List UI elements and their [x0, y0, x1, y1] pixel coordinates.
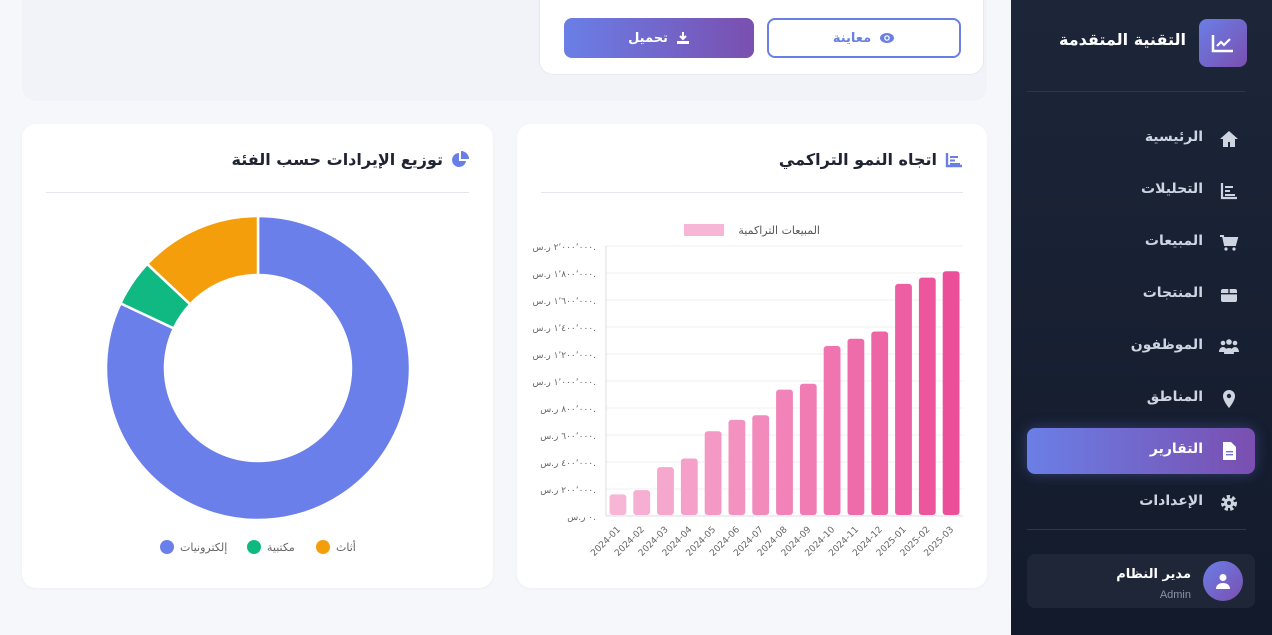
- bar[interactable]: [847, 338, 865, 515]
- sidebar-item-label: المبيعات: [1144, 233, 1203, 249]
- report-actions-card: معاينة تحميل: [539, 0, 984, 75]
- y-tick-label: ١٬٤٠٠٬٠٠٠ ر.س.: [533, 324, 597, 334]
- divider: [46, 192, 469, 193]
- sidebar-item-label: الإعدادات: [1139, 493, 1203, 509]
- growth-chart-card: اتجاه النمو التراكمي المبيعات التراكمية ٠…: [517, 124, 987, 588]
- bar[interactable]: [609, 494, 627, 515]
- legend-label[interactable]: مكتبية: [267, 541, 295, 554]
- legend-swatch: [316, 540, 330, 554]
- y-tick-label: ٢٬٠٠٠٬٠٠٠ ر.س.: [533, 243, 597, 253]
- divider: [1027, 529, 1246, 530]
- map-pin-icon: [1219, 389, 1239, 409]
- sidebar-item-cart[interactable]: المبيعات: [1027, 220, 1255, 266]
- cumulative-bar-chart: المبيعات التراكمية ٠ ر.س. ٢٠٠٬٠٠٠ ر.س. ٤٠٠٬…: [533, 224, 963, 559]
- sidebar-item-users[interactable]: الموظفون: [1027, 324, 1255, 370]
- cart-icon: [1219, 233, 1239, 253]
- sidebar-item-label: التحليلات: [1141, 181, 1203, 197]
- legend-swatch: [247, 540, 261, 554]
- sidebar-item-label: الموظفون: [1130, 337, 1203, 353]
- donut-slice[interactable]: [104, 214, 412, 522]
- revenue-donut-chart: إلكترونيات مكتبية أثاث: [104, 214, 412, 554]
- trend-chart-icon: [1211, 35, 1233, 53]
- donut-slice[interactable]: [145, 214, 260, 307]
- y-tick-label: ٢٠٠٬٠٠٠ ر.س.: [540, 486, 596, 496]
- bar-chart-icon: [945, 152, 962, 167]
- analytics-icon: [1219, 181, 1239, 201]
- sidebar-item-label: التقارير: [1149, 441, 1203, 457]
- preview-button[interactable]: معاينة: [767, 18, 961, 58]
- y-tick-label: ١٬٦٠٠٬٠٠٠ ر.س.: [533, 297, 597, 307]
- revenue-pie-title: توزيع الإيرادات حسب الفئة: [231, 150, 443, 169]
- bar[interactable]: [776, 389, 793, 515]
- bar[interactable]: [633, 490, 651, 515]
- bar[interactable]: [657, 467, 674, 515]
- brand-name: التقنية المتقدمة: [1059, 30, 1186, 49]
- legend-label[interactable]: أثاث: [336, 540, 356, 554]
- divider: [1027, 91, 1246, 92]
- sidebar: التقنية المتقدمة الرئيسية التحليلات المبيع…: [1011, 0, 1272, 635]
- y-tick-label: ٦٠٠٬٠٠٠ ر.س.: [540, 432, 596, 442]
- bar[interactable]: [752, 415, 770, 515]
- users-icon: [1219, 337, 1239, 357]
- bar[interactable]: [799, 383, 817, 515]
- divider: [541, 192, 963, 193]
- sidebar-item-map-pin[interactable]: المناطق: [1027, 376, 1255, 422]
- legend-label[interactable]: إلكترونيات: [180, 541, 227, 554]
- bar[interactable]: [823, 346, 841, 515]
- y-tick-label: ١٬٨٠٠٬٠٠٠ ر.س.: [533, 270, 597, 280]
- bar[interactable]: [871, 331, 889, 515]
- bar[interactable]: [942, 271, 960, 515]
- sidebar-item-label: المنتجات: [1142, 285, 1203, 301]
- sidebar-item-label: المناطق: [1146, 389, 1203, 405]
- bar[interactable]: [704, 431, 722, 515]
- user-role: Admin: [1159, 589, 1191, 601]
- gear-icon: [1219, 493, 1239, 513]
- download-icon: [676, 32, 689, 44]
- user-name: مدير النظام: [1116, 567, 1191, 582]
- file-icon: [1219, 441, 1239, 461]
- download-button[interactable]: تحميل: [564, 18, 754, 58]
- bar[interactable]: [895, 283, 912, 515]
- sidebar-item-box[interactable]: المنتجات: [1027, 272, 1255, 318]
- growth-chart-title: اتجاه النمو التراكمي: [778, 150, 937, 169]
- bar[interactable]: [680, 458, 698, 515]
- sidebar-item-gear[interactable]: الإعدادات: [1027, 480, 1255, 526]
- brand-logo: [1199, 19, 1247, 67]
- eye-icon: [880, 33, 895, 43]
- preview-label: معاينة: [832, 30, 872, 46]
- sidebar-item-label: الرئيسية: [1144, 129, 1203, 145]
- y-tick-label: ٨٠٠٬٠٠٠ ر.س.: [540, 405, 596, 415]
- sidebar-item-file[interactable]: التقارير: [1027, 428, 1255, 474]
- legend-swatch: [160, 540, 174, 554]
- avatar: [1203, 561, 1243, 601]
- y-tick-label: ١٬٢٠٠٬٠٠٠ ر.س.: [533, 351, 597, 361]
- box-icon: [1219, 285, 1239, 305]
- bar[interactable]: [918, 277, 936, 515]
- pie-chart-icon: [452, 150, 469, 167]
- legend-swatch: [684, 224, 724, 236]
- top-panel: معاينة تحميل: [22, 0, 987, 101]
- download-label: تحميل: [628, 30, 668, 46]
- user-icon: [1216, 574, 1230, 589]
- y-tick-label: ٤٠٠٬٠٠٠ ر.س.: [540, 459, 596, 469]
- sidebar-item-home[interactable]: الرئيسية: [1027, 116, 1255, 162]
- y-tick-label: ٠ ر.س.: [567, 513, 596, 523]
- home-icon: [1219, 129, 1239, 149]
- legend-label: المبيعات التراكمية: [738, 224, 820, 237]
- revenue-pie-card: توزيع الإيرادات حسب الفئة إلكترونيات مكتب…: [22, 124, 493, 588]
- user-profile[interactable]: مدير النظام Admin: [1027, 554, 1255, 608]
- bar[interactable]: [728, 419, 746, 515]
- sidebar-item-analytics[interactable]: التحليلات: [1027, 168, 1255, 214]
- y-tick-label: ١٬٠٠٠٬٠٠٠ ر.س.: [533, 378, 597, 388]
